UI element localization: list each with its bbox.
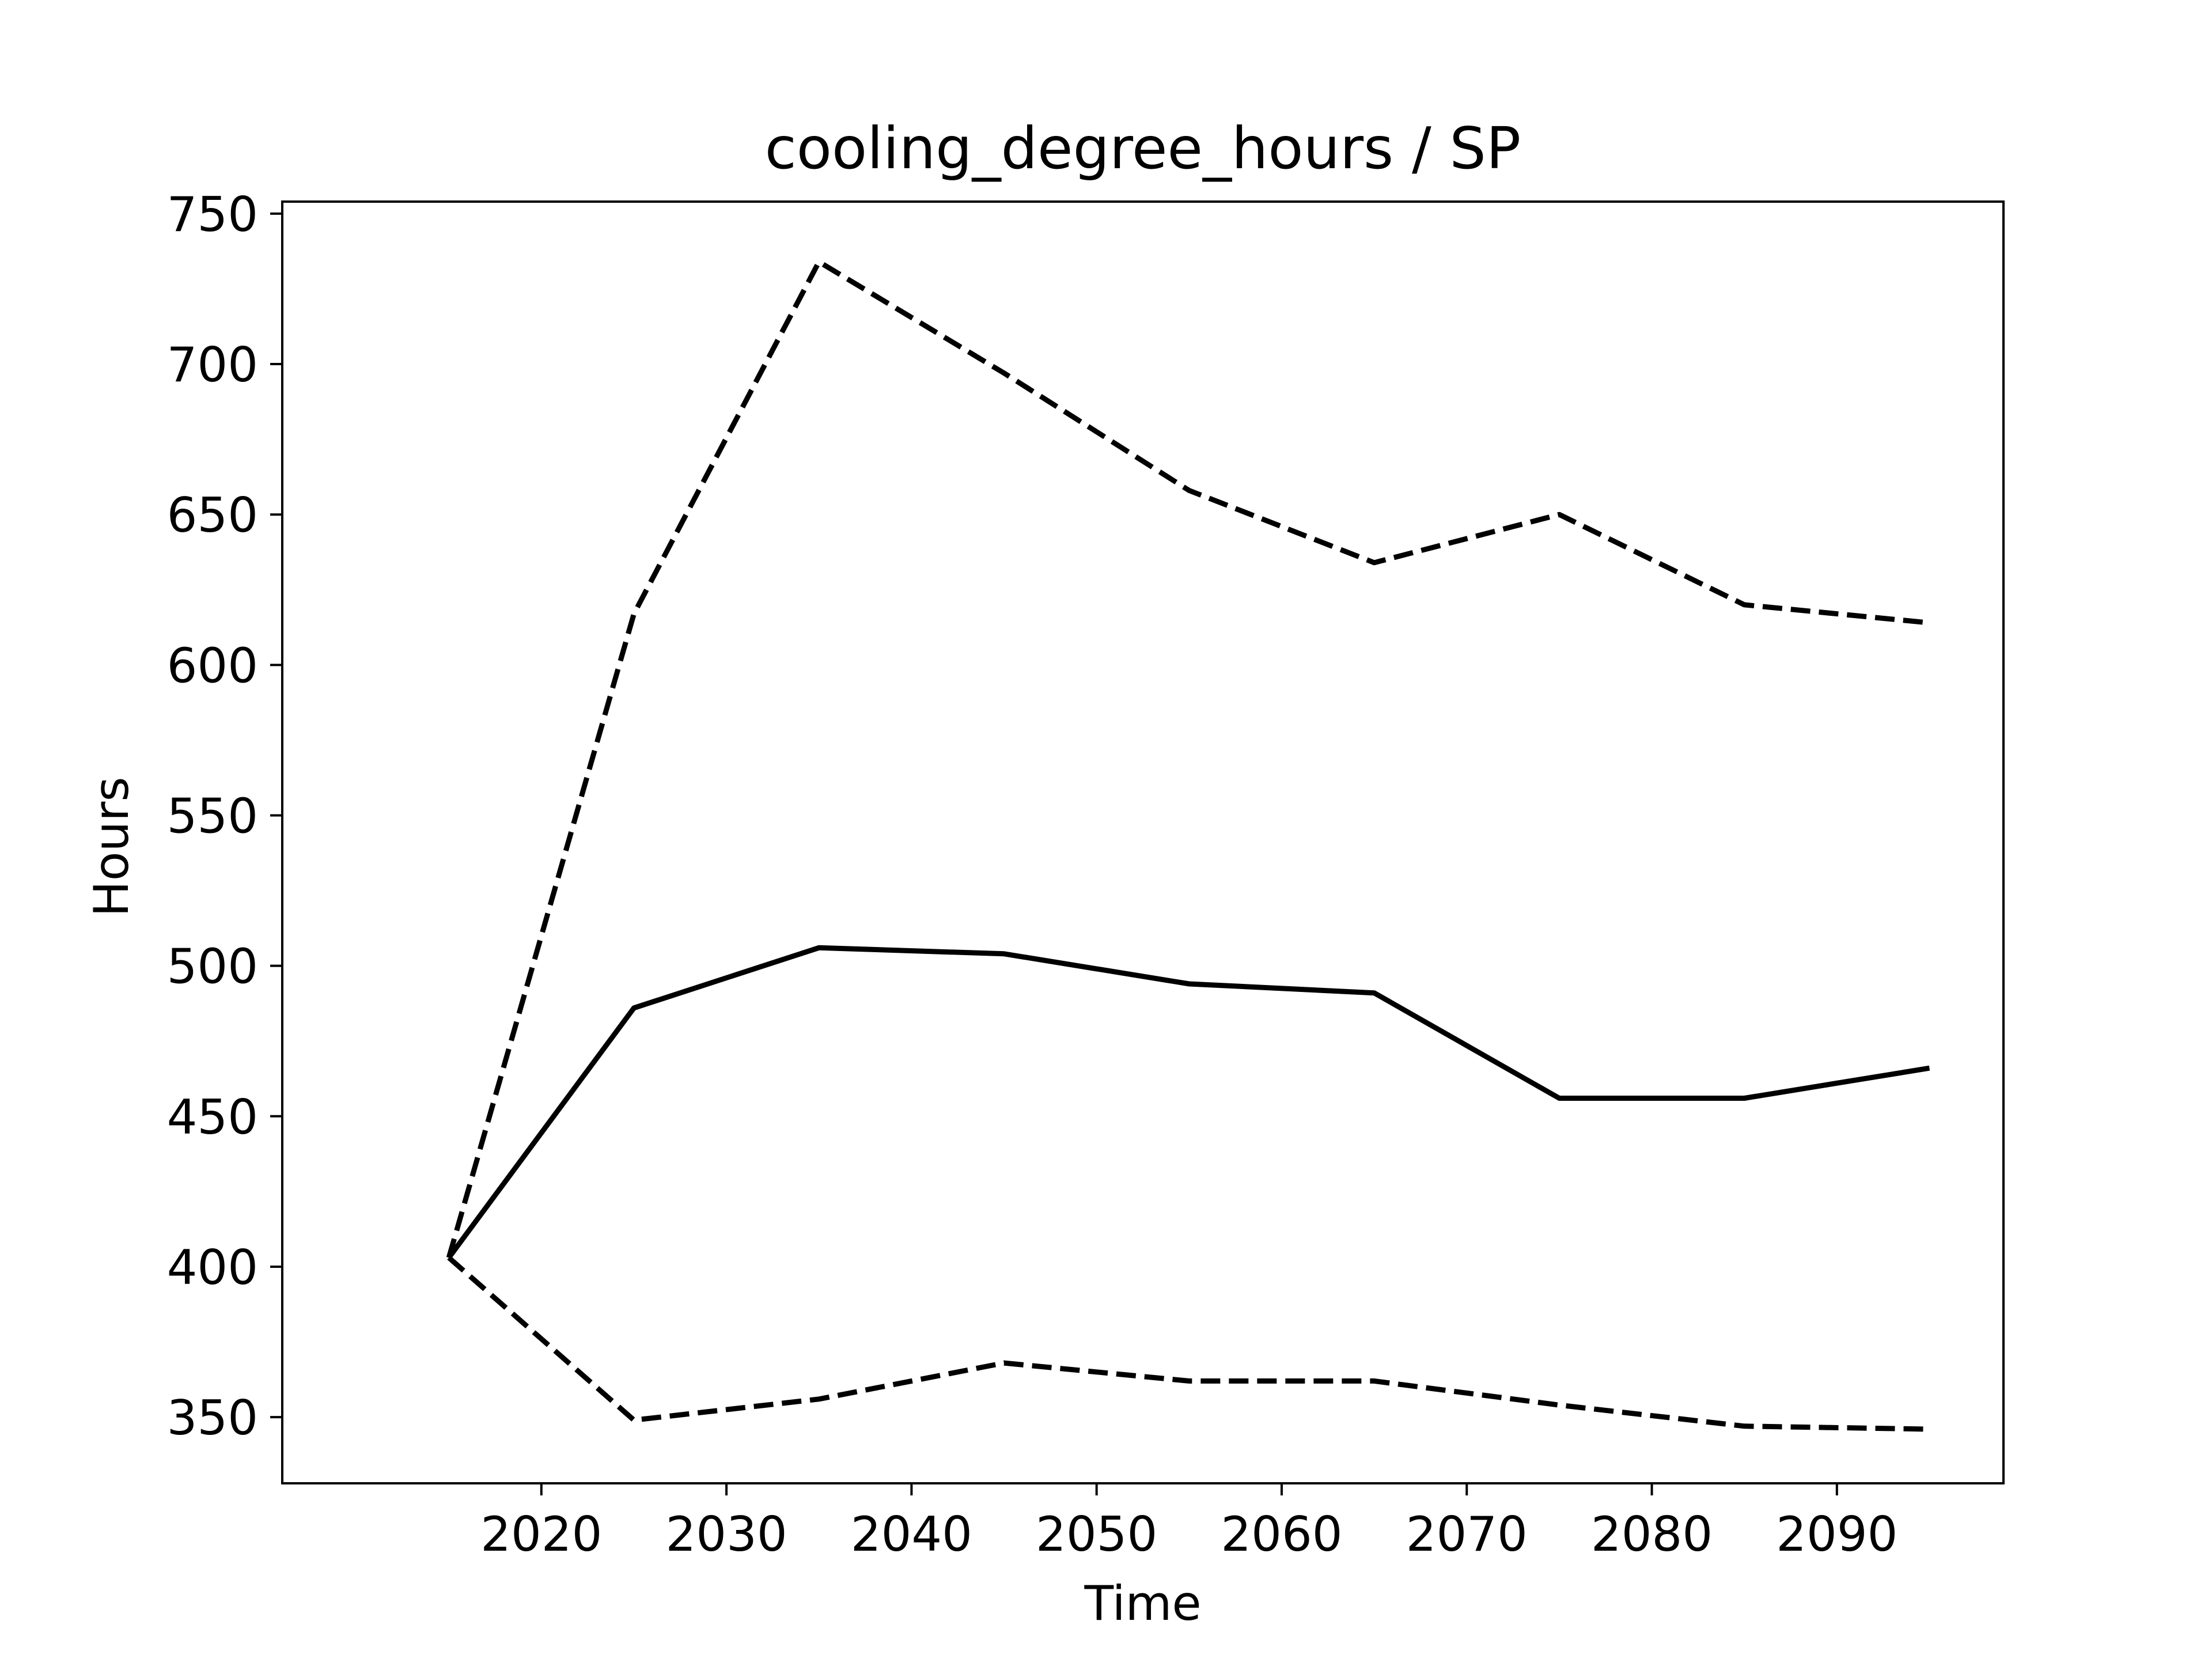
y-tick-label: 600: [167, 638, 258, 694]
y-tick-label: 400: [167, 1240, 258, 1296]
y-tick-label: 450: [167, 1089, 258, 1145]
x-tick-label: 2040: [851, 1506, 972, 1562]
y-axis-label: Hours: [84, 777, 139, 916]
series-line-3: [447, 1255, 1930, 1432]
x-tick-label: 2060: [1221, 1506, 1342, 1562]
y-tick-label: 700: [167, 337, 258, 393]
x-tick-label: 2030: [665, 1506, 787, 1562]
plot-frame: [281, 200, 2005, 1484]
y-tick-label: 500: [167, 939, 258, 995]
y-axis: 350 400 450 500 550 600 650 700 750: [167, 187, 282, 1446]
series-line-1: [446, 945, 1930, 1259]
y-tick-label: 550: [167, 788, 258, 844]
x-tick-label: 2090: [1776, 1506, 1897, 1562]
chart-title: cooling_degree_hours / SP: [765, 115, 1521, 182]
y-tick-label: 750: [167, 187, 258, 243]
x-tick-label: 2070: [1406, 1506, 1528, 1562]
series-line-2: [446, 259, 1930, 1259]
x-axis: 2020 2030 2040 2050 2060 2070 2080 2090: [480, 1483, 1897, 1562]
y-tick-label: 650: [167, 487, 258, 543]
plot-lines: [446, 259, 1930, 1432]
x-axis-label: Time: [1084, 1575, 1201, 1631]
y-tick-label: 350: [167, 1390, 258, 1446]
x-tick-label: 2020: [480, 1506, 602, 1562]
x-tick-label: 2050: [1036, 1506, 1157, 1562]
x-tick-label: 2080: [1591, 1506, 1713, 1562]
